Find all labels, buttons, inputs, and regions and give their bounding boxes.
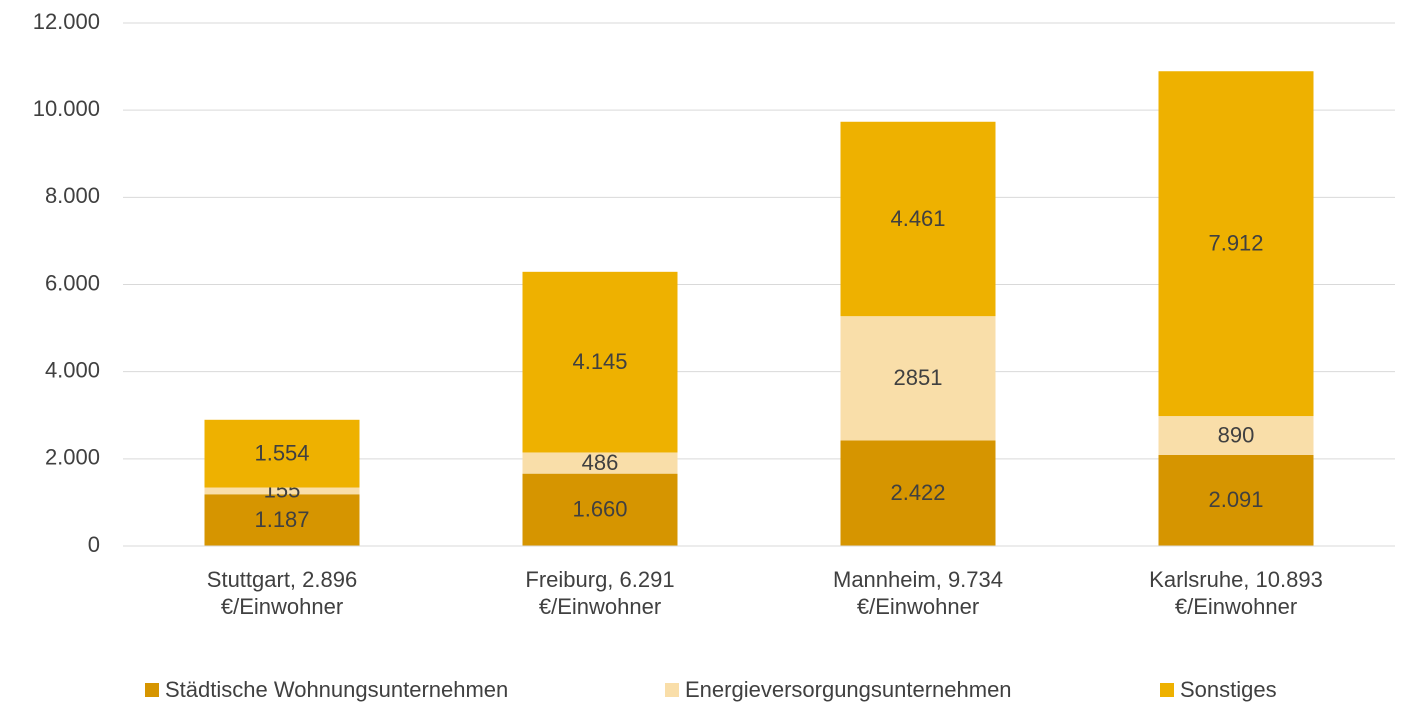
data-label: 4.145 xyxy=(572,349,627,374)
y-tick-label: 0 xyxy=(88,532,100,557)
bar-segment xyxy=(840,121,996,317)
legend-item: Städtische Wohnungsunternehmen xyxy=(145,677,508,703)
legend-swatch xyxy=(665,683,679,697)
data-label: 2.091 xyxy=(1208,487,1263,512)
data-label: 890 xyxy=(1218,422,1255,447)
legend-label: Sonstiges xyxy=(1180,677,1277,702)
y-tick-label: 12.000 xyxy=(33,9,100,34)
legend-label: Energieversorgungsunternehmen xyxy=(685,677,1012,702)
data-label: 1.554 xyxy=(254,440,309,465)
bar-segment xyxy=(1158,416,1314,455)
bar-segment xyxy=(522,271,678,453)
legend-swatch xyxy=(1160,683,1174,697)
bar-segment xyxy=(522,473,678,546)
data-label: 486 xyxy=(582,450,619,475)
data-label: 2.422 xyxy=(890,480,945,505)
legend: Städtische Wohnungsunternehmen Energiever… xyxy=(0,677,1413,707)
y-tick-label: 10.000 xyxy=(33,96,100,121)
bar-segment xyxy=(204,487,360,495)
y-tick-label: 6.000 xyxy=(45,270,100,295)
data-label: 1.187 xyxy=(254,507,309,532)
bar-segment xyxy=(204,419,360,488)
y-tick-label: 2.000 xyxy=(45,445,100,470)
bar-segment xyxy=(1158,454,1314,546)
legend-item: Sonstiges xyxy=(1160,677,1277,703)
data-label: 2851 xyxy=(894,365,943,390)
x-tick-label: Mannheim, 9.734 €/Einwohner xyxy=(833,567,1003,619)
bar-segment xyxy=(1158,71,1314,417)
bar-segment xyxy=(840,316,996,441)
data-label: 1.660 xyxy=(572,497,627,522)
data-label: 4.461 xyxy=(890,206,945,231)
legend-swatch xyxy=(145,683,159,697)
x-tick-label: Karlsruhe, 10.893 €/Einwohner xyxy=(1149,567,1323,619)
x-tick-label: Stuttgart, 2.896 €/Einwohner xyxy=(206,567,358,619)
bar-segment xyxy=(204,494,360,546)
legend-label: Städtische Wohnungsunternehmen xyxy=(165,677,509,702)
y-tick-label: 8.000 xyxy=(45,183,100,208)
y-tick-label: 4.000 xyxy=(45,357,100,382)
bar-segment xyxy=(522,452,678,474)
bar-segment xyxy=(840,440,996,546)
data-label: 7.912 xyxy=(1208,230,1263,255)
x-tick-label: Freiburg, 6.291 €/Einwohner xyxy=(525,567,675,619)
legend-item: Energieversorgungsunternehmen xyxy=(665,677,1012,703)
